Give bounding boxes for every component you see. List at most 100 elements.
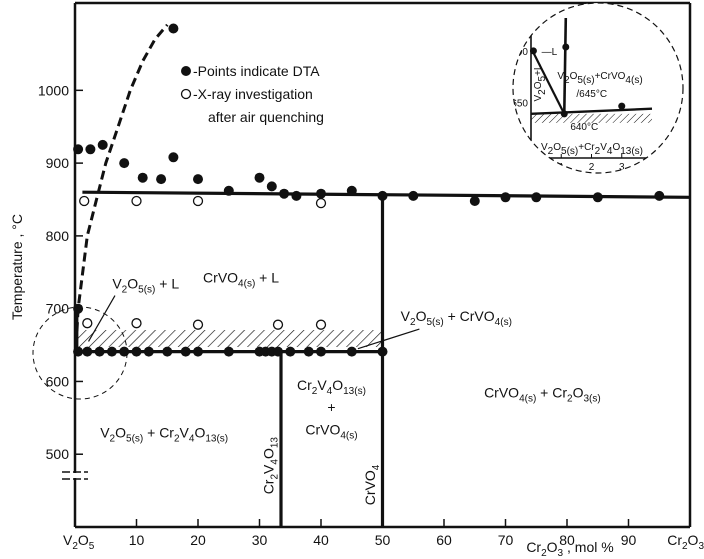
zoom-circle: [32, 306, 128, 400]
xray-point-4: [82, 318, 93, 329]
dta-point-9: [223, 185, 234, 196]
x-tick-label-0: V2O5: [63, 532, 95, 552]
region-label-3: V2O5(s) + Cr2V4O13(s): [100, 424, 228, 444]
dta-point-16: [377, 190, 388, 201]
legend-entry-xray: -X-ray investigation: [193, 86, 313, 102]
inset-eutectic-line: [530, 107, 653, 116]
dta-point-37: [273, 346, 283, 357]
inset-x-tick-label-4: 4: [649, 162, 655, 173]
inset-y-tick-650: 650: [511, 98, 528, 109]
dta-point-11: [266, 181, 277, 192]
legend: -Points indicate DTA -X-ray investigatio…: [180, 63, 324, 125]
inset-x-label: Cr2O3 , mol %: [557, 176, 623, 191]
x-axis-label-text: Cr2O3 , mol %: [526, 539, 613, 559]
dta-point-2: [85, 144, 96, 155]
y-tick-label-500: 500: [46, 446, 70, 462]
dta-point-8: [193, 174, 203, 185]
inset-label-v2o5-l: V2O5+L: [533, 64, 548, 101]
y-tick-label-600: 600: [46, 373, 70, 389]
dta-point-29: [143, 346, 154, 357]
inset-x-tick-label-2: 2: [589, 162, 595, 173]
inset-border: [512, 2, 684, 174]
inset-label-lower: V2O5(s)+Cr2V4O13(s): [541, 142, 643, 157]
dta-point-5: [137, 172, 148, 183]
dta-point-38: [285, 346, 296, 357]
dta-point-23: [73, 346, 84, 357]
dta-point-43: [168, 23, 179, 34]
region-label-2: V2O5(s) + CrVO4(s): [401, 308, 512, 328]
region-labels: V2O5(s) + L CrVO4(s) + L V2O5(s) + CrVO4(s…: [88, 269, 601, 505]
inset-point-3: [618, 102, 626, 110]
xray-point-7: [272, 319, 284, 330]
dta-point-31: [180, 346, 191, 357]
inset-y-tick-690: 690: [511, 47, 528, 58]
y-tick-label-800: 800: [46, 228, 70, 244]
dta-point-19: [500, 192, 511, 203]
dta-point-12: [279, 188, 290, 199]
dta-point-22: [654, 190, 665, 201]
dta-point-28: [131, 346, 142, 357]
boundary-liquidus-V2O5: [74, 23, 169, 346]
dta-point-17: [408, 190, 419, 201]
x-tick-label-5: 50: [375, 532, 391, 548]
dta-point-6: [156, 174, 167, 185]
inset-x-tick-label-0: 0: [528, 162, 534, 173]
xray-point-8: [315, 319, 327, 330]
inset-label-l: —L: [542, 47, 558, 58]
inset: 0 1 2 3 4 690 650 Cr2O3 , mol % —L V2O5+L V2O5(s)+…: [511, 2, 684, 191]
vertical-label-9: CrVO4: [362, 464, 382, 505]
xray-point-1: [131, 195, 142, 207]
inset-point-0: [529, 47, 537, 55]
dta-point-14: [316, 188, 326, 199]
dta-point-30: [162, 346, 173, 357]
xray-point-3: [315, 197, 327, 209]
axis-break: [62, 471, 88, 480]
x-tick-label-9: 90: [621, 532, 637, 548]
data-points: [73, 23, 665, 357]
region-label-7: CrVO4(s) + Cr2O3(s): [484, 384, 601, 404]
inset-point-1: [560, 110, 568, 118]
inset-label-640: 640°C: [570, 122, 598, 133]
legend-marker-open: [180, 88, 192, 100]
inset-label-645: /645°C: [576, 89, 607, 100]
region-label-5: +: [327, 399, 335, 415]
x-tick-label-7: 70: [498, 532, 514, 548]
region-label-6: CrVO4(s): [305, 422, 357, 442]
dta-point-21: [592, 192, 603, 203]
pointer-line-v2o5-crvo4: [357, 328, 420, 350]
xray-point-0: [79, 195, 90, 207]
dta-point-1: [73, 144, 84, 155]
dta-point-3: [97, 139, 108, 150]
dta-point-39: [303, 346, 314, 357]
y-tick-label-900: 900: [46, 155, 70, 171]
inset-x-tick-label-3: 3: [619, 162, 625, 173]
dta-point-40: [316, 346, 326, 357]
dta-point-18: [469, 196, 480, 206]
dta-point-10: [254, 172, 265, 183]
dta-point-4: [119, 158, 130, 169]
legend-marker-filled: [181, 66, 191, 76]
y-tick-label-700: 700: [46, 301, 70, 317]
region-label-1: CrVO4(s) + L: [203, 269, 279, 289]
vertical-label-8: Cr2V4O13: [261, 437, 281, 495]
x-tick-label-4: 40: [313, 532, 329, 548]
x-tick-label-10: Cr2O3: [667, 532, 704, 552]
xray-point-6: [192, 319, 204, 330]
dta-point-41: [346, 346, 357, 357]
inset-liquidus: [531, 50, 566, 115]
legend-entry-dta: -Points indicate DTA: [193, 63, 320, 79]
pointer-line-v2o5-l: [88, 295, 116, 342]
dta-point-0: [73, 303, 84, 314]
dta-point-25: [94, 346, 105, 357]
x-tick-label-3: 30: [252, 532, 268, 548]
xray-point-5: [131, 318, 142, 329]
inset-label-upper: V2O5(s)+CrVO4(s): [557, 71, 642, 86]
dta-point-7: [168, 152, 179, 163]
inset-x-tick-label-1: 1: [558, 162, 564, 173]
dta-point-20: [531, 192, 542, 203]
xray-point-2: [192, 195, 204, 207]
y-tick-label-1000: 1000: [38, 82, 69, 98]
dta-point-13: [291, 190, 302, 201]
dta-point-15: [346, 185, 357, 196]
